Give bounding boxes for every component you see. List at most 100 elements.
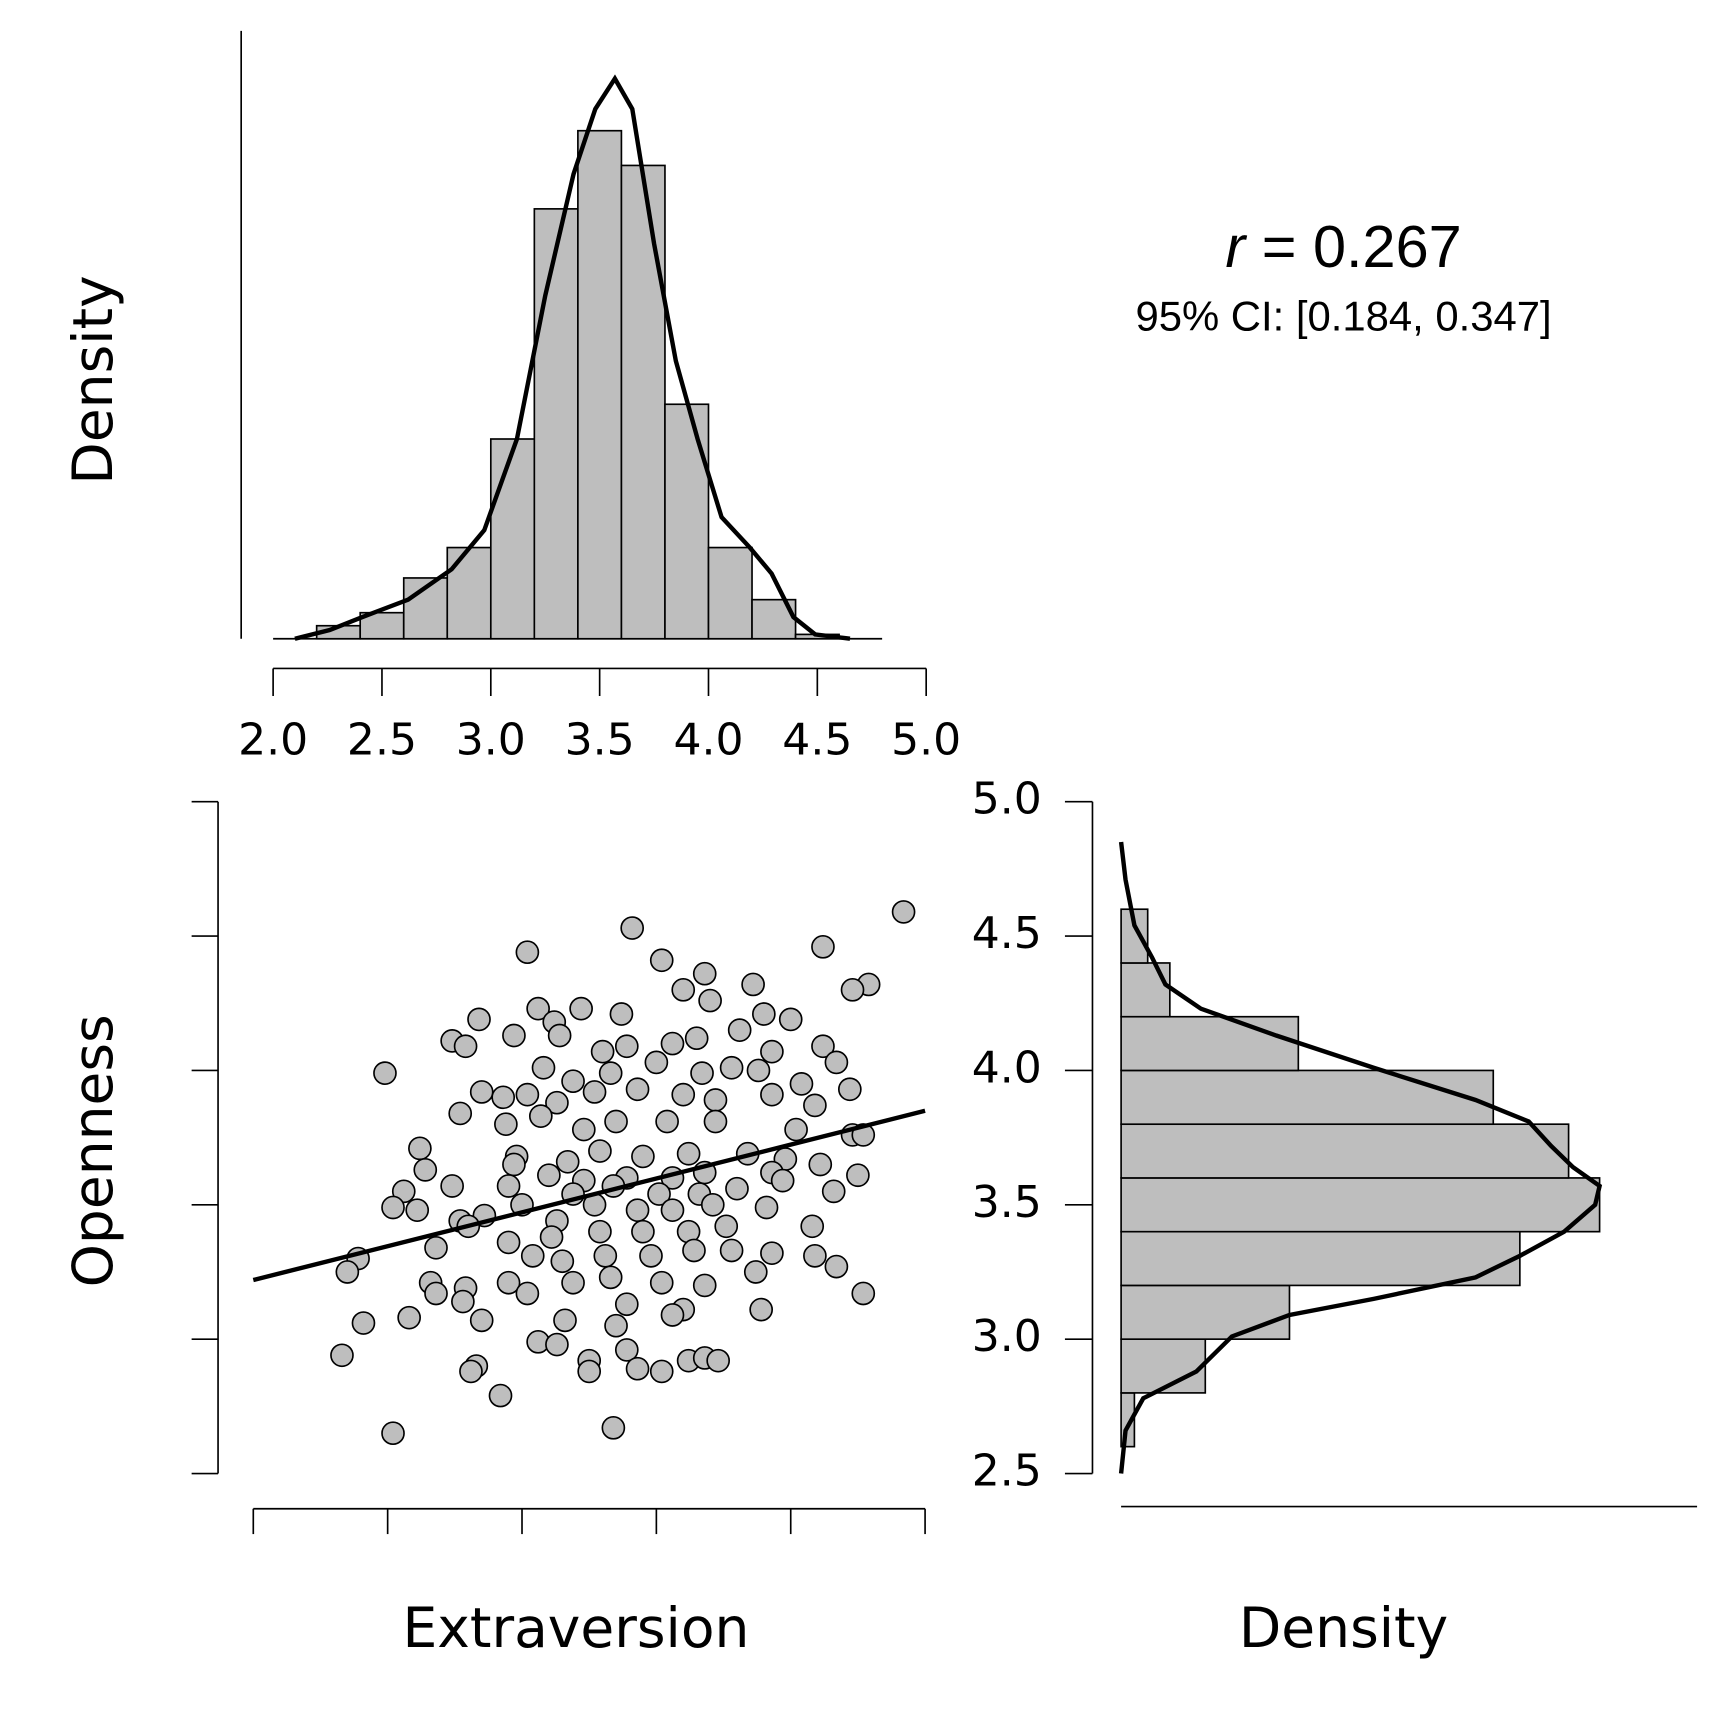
bar: [446, 546, 492, 640]
point: [719, 1238, 744, 1263]
point: [620, 916, 645, 940]
point: [690, 1061, 714, 1085]
point: [539, 1225, 564, 1249]
regression-line: [252, 1108, 926, 1283]
density-curve: [294, 74, 851, 641]
point: [424, 1235, 448, 1260]
point: [520, 1244, 545, 1268]
point: [391, 1179, 416, 1204]
point: [469, 1308, 494, 1333]
point: [537, 1163, 561, 1188]
r-symbol: r: [1225, 213, 1247, 280]
point: [692, 1273, 717, 1298]
point: [408, 1136, 432, 1161]
bar: [1120, 962, 1171, 1018]
point: [515, 940, 540, 965]
y-tick-label: 3.5: [972, 1177, 1042, 1228]
confidence-interval: 95% CI: [0.184, 0.347]: [1135, 292, 1551, 339]
point: [800, 1214, 825, 1239]
x-tick-label: 4.5: [782, 714, 852, 765]
point: [811, 934, 835, 959]
point: [625, 1198, 650, 1223]
point: [649, 1270, 674, 1295]
point: [488, 1383, 513, 1408]
point: [824, 1050, 849, 1075]
point: [660, 1303, 685, 1327]
bar: [1120, 1284, 1291, 1340]
bar: [489, 438, 536, 640]
point: [676, 1141, 701, 1166]
point: [515, 1281, 540, 1306]
point: [639, 1244, 663, 1268]
point: [649, 948, 674, 973]
point: [502, 1023, 526, 1048]
point: [515, 1082, 540, 1107]
bar: [1120, 1069, 1495, 1126]
r-value: = 0.267: [1262, 213, 1462, 280]
point: [469, 1080, 494, 1104]
x-tick-label: 3.5: [565, 714, 635, 765]
bar: [664, 403, 710, 640]
point: [496, 1174, 521, 1198]
density-curve: [1118, 841, 1603, 1474]
point: [459, 1359, 483, 1384]
point: [582, 1080, 607, 1104]
point: [451, 1289, 475, 1314]
point: [778, 1007, 803, 1032]
point: [381, 1421, 405, 1446]
point: [655, 1109, 679, 1134]
point: [760, 1039, 784, 1064]
point: [467, 1007, 491, 1032]
x-tick-label: 5.0: [891, 714, 961, 765]
point: [719, 1055, 744, 1080]
point: [714, 1214, 739, 1239]
point: [631, 1219, 655, 1244]
point: [660, 1031, 685, 1056]
bar: [1120, 1123, 1570, 1179]
point: [547, 1023, 572, 1048]
point: [413, 1158, 438, 1182]
point: [571, 1117, 596, 1142]
point: [706, 1348, 731, 1373]
point: [644, 1050, 669, 1075]
point: [752, 1002, 776, 1026]
y-tick-label: 4.0: [972, 1042, 1042, 1093]
point: [749, 1297, 774, 1322]
point: [491, 1085, 516, 1110]
x-tick-label: 4.0: [673, 714, 743, 765]
point: [569, 996, 593, 1021]
point: [614, 1292, 639, 1317]
point: [526, 996, 550, 1021]
point: [453, 1034, 478, 1059]
bar: [1120, 1230, 1521, 1287]
point: [405, 1198, 430, 1223]
bar: [533, 208, 579, 640]
point: [577, 1359, 602, 1384]
point: [671, 1082, 696, 1107]
point: [604, 1109, 628, 1134]
point: [550, 1249, 575, 1274]
bar: [620, 164, 666, 640]
point: [698, 988, 722, 1013]
y-tick-label: 5.0: [972, 774, 1042, 825]
x-tick-label: 3.0: [456, 714, 526, 765]
bar: [707, 546, 753, 640]
point: [381, 1195, 405, 1220]
point: [625, 1077, 650, 1102]
point: [448, 1101, 473, 1126]
point: [743, 1260, 768, 1284]
point: [803, 1093, 827, 1118]
bar: [1120, 1338, 1207, 1394]
point: [561, 1270, 585, 1295]
point: [609, 1002, 634, 1026]
point: [335, 1260, 360, 1284]
point: [531, 1055, 556, 1080]
point: [846, 1163, 870, 1188]
point: [631, 1144, 655, 1169]
point: [625, 1356, 650, 1381]
point: [604, 1313, 628, 1338]
point: [424, 1281, 448, 1306]
point: [741, 972, 765, 997]
x-tick-label: 2.5: [347, 714, 417, 765]
